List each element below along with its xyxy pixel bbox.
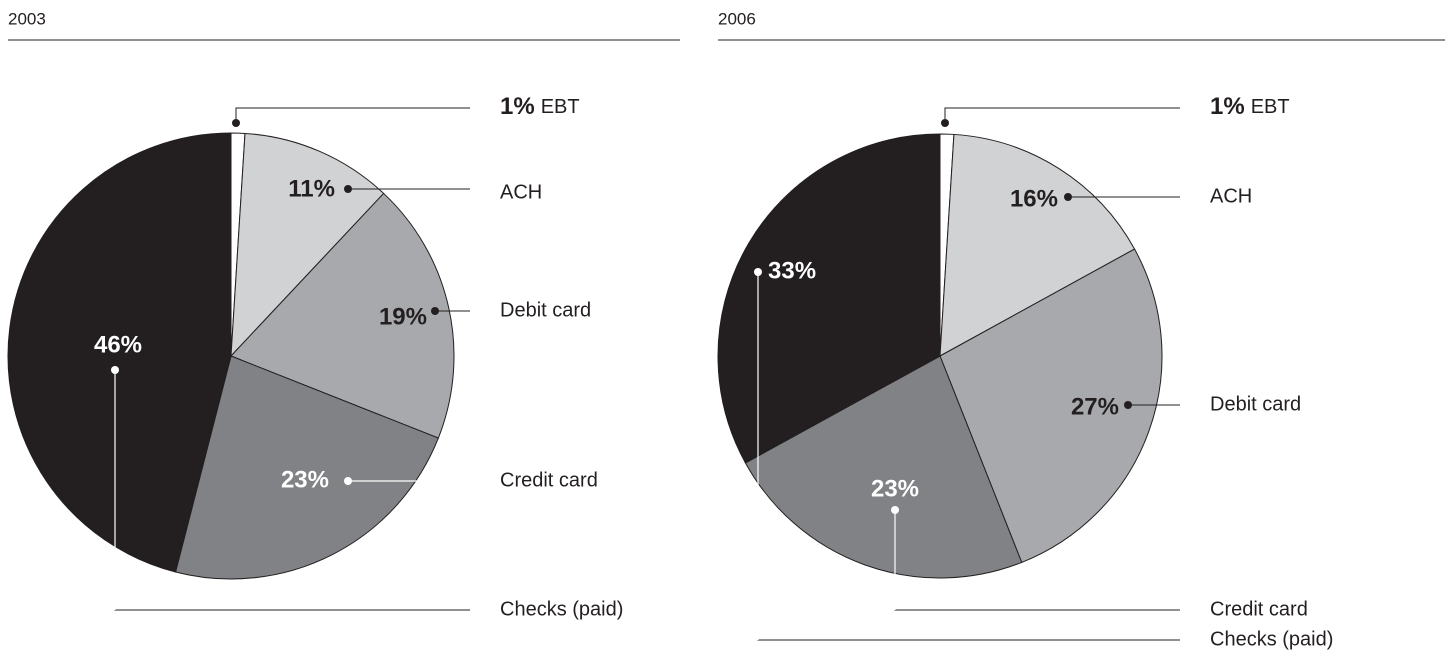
leader-dot [941, 119, 949, 127]
value-label: 46% [94, 331, 142, 358]
category-label: 1% EBT [500, 93, 580, 120]
leader-line [944, 107, 1180, 123]
leader-dot [431, 307, 439, 315]
leader-dot [344, 477, 352, 485]
leader-line [235, 107, 470, 123]
leader-dot [1124, 401, 1132, 409]
value-label: 33% [768, 257, 816, 284]
category-label: ACH [500, 181, 542, 203]
leader-dot [1064, 193, 1072, 201]
category-label: ACH [1210, 185, 1252, 207]
category-label: Debit card [500, 299, 591, 321]
category-label: Credit card [1210, 598, 1308, 620]
value-label: 16% [1010, 185, 1058, 212]
chart-title: 2006 [718, 9, 756, 28]
leader-dot [891, 506, 899, 514]
pie-slice [939, 133, 1136, 357]
leader-dot [754, 268, 762, 276]
value-label: 27% [1071, 393, 1119, 420]
value-label: 1% [1210, 93, 1245, 120]
pie-slice [939, 248, 1163, 564]
leader-dot [232, 119, 240, 127]
category-label: Debit card [1210, 393, 1301, 415]
value-label: 11% [288, 175, 335, 202]
value-label: 19% [379, 303, 427, 330]
category-name: EBT [1251, 96, 1290, 118]
leader-dot [344, 185, 352, 193]
pie-slice [7, 132, 232, 573]
category-name: EBT [541, 96, 580, 118]
category-label: Checks (paid) [1210, 628, 1333, 650]
pie-slice [717, 133, 941, 464]
category-label: Credit card [500, 469, 598, 491]
value-label: 23% [871, 475, 919, 502]
pie-slice [230, 192, 455, 439]
leader-dot [111, 366, 119, 374]
category-label: Checks (paid) [500, 598, 623, 620]
pie-slice [174, 355, 439, 580]
value-label: 23% [281, 466, 329, 493]
value-label: 1% [500, 93, 535, 120]
chart-title: 2003 [8, 9, 46, 28]
category-label: 1% EBT [1210, 93, 1290, 120]
pie-slice [744, 355, 1023, 579]
